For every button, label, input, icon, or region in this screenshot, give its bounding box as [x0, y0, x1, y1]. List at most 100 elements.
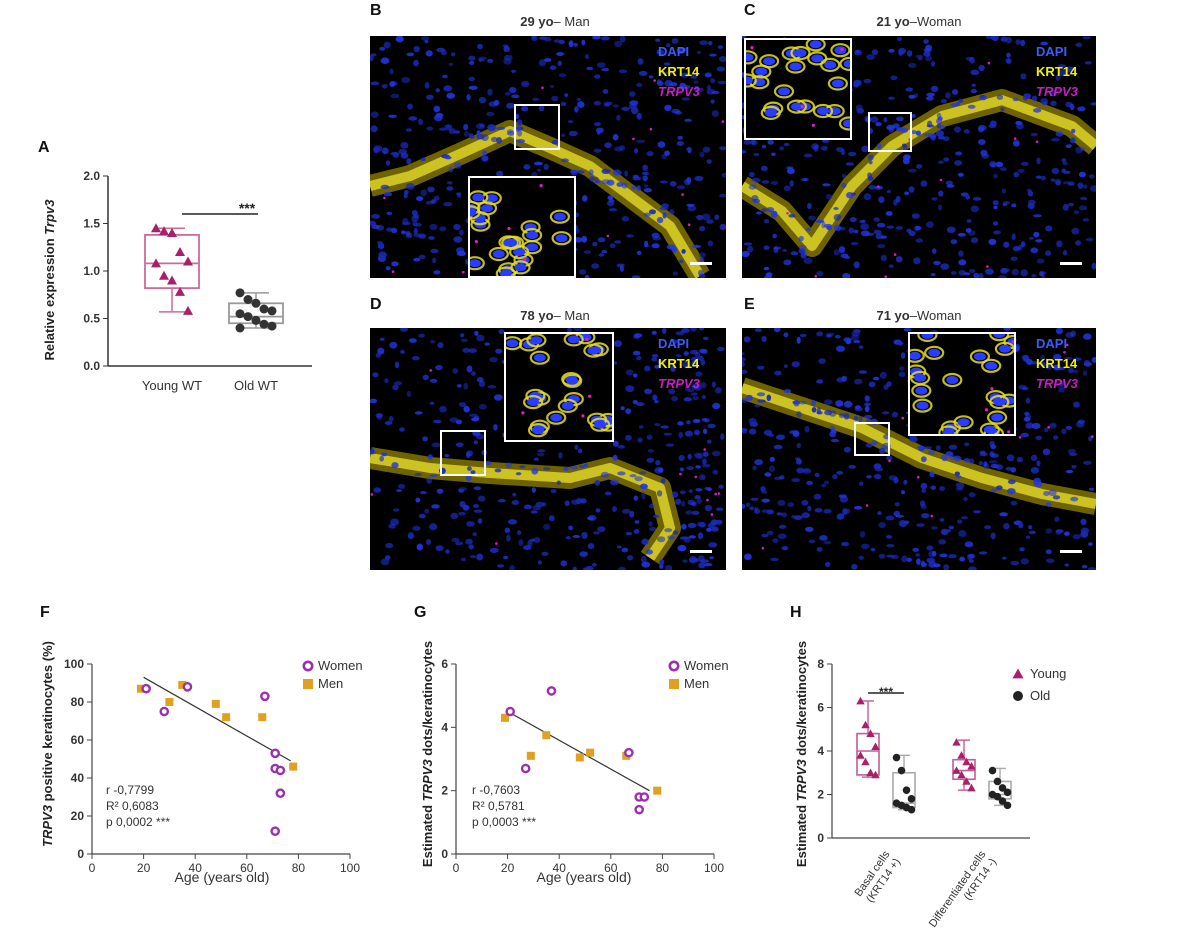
nucleus [980, 149, 988, 157]
nucleus [973, 352, 986, 361]
nucleus [1070, 137, 1076, 144]
nucleus [541, 502, 547, 507]
nucleus [645, 549, 653, 555]
nucleus [867, 154, 874, 161]
nucleus [1077, 182, 1084, 190]
cell-membrane [470, 256, 485, 271]
cell-membrane [786, 99, 808, 114]
nucleus [829, 426, 835, 432]
nucleus [799, 333, 807, 338]
nucleus [1054, 516, 1060, 523]
nucleus [770, 557, 779, 562]
nucleus [706, 527, 712, 532]
nucleus [875, 233, 883, 240]
nucleus [582, 567, 589, 570]
nucleus [421, 36, 430, 41]
nucleus [776, 512, 783, 516]
trpv3-dot [840, 47, 844, 51]
nucleus [567, 328, 572, 333]
nucleus [496, 137, 502, 144]
nucleus [550, 488, 557, 494]
nucleus [817, 107, 829, 115]
nucleus [772, 233, 777, 239]
nucleus [848, 151, 857, 157]
nucleus [1065, 144, 1072, 149]
nucleus [1081, 564, 1088, 569]
nucleus [876, 143, 882, 149]
nucleus [1062, 181, 1071, 185]
nucleus [686, 203, 695, 207]
channel-legend-b: DAPI KRT14 TRPV3 [658, 42, 700, 102]
nucleus [370, 220, 376, 226]
nucleus [946, 226, 956, 233]
data-point-old [235, 323, 245, 333]
cell-membrane [812, 103, 834, 119]
nucleus [638, 425, 644, 429]
data-point-young [167, 275, 177, 285]
chart-panel-f: TRPV3 positive keratinocytes (%) Age (ye… [40, 641, 363, 885]
nucleus [466, 521, 475, 527]
nucleus [969, 559, 974, 563]
nucleus [914, 225, 919, 232]
cell-membrane [807, 51, 828, 66]
nucleus [703, 563, 713, 567]
nucleus [886, 381, 892, 387]
nucleus [633, 334, 640, 339]
nucleus [1024, 411, 1030, 416]
nucleus [1055, 328, 1063, 335]
y-tick-label: 2 [817, 788, 824, 802]
nucleus [943, 564, 950, 570]
nucleus [444, 124, 453, 129]
nucleus [688, 556, 698, 564]
nucleus [612, 169, 622, 176]
nucleus [1053, 435, 1059, 440]
nucleus [761, 180, 770, 184]
nucleus [373, 487, 382, 493]
nucleus [592, 36, 601, 40]
data-point-old [251, 298, 261, 308]
legend-trpv3: TRPV3 [658, 376, 700, 391]
nucleus [1030, 132, 1038, 137]
nucleus [707, 240, 714, 247]
nucleus [950, 271, 957, 275]
data-point-old [251, 315, 261, 325]
nucleus [629, 91, 636, 97]
nucleus [712, 450, 721, 457]
nucleus [1021, 355, 1030, 360]
nucleus [514, 263, 527, 272]
nucleus [746, 394, 753, 401]
nucleus [1070, 330, 1076, 338]
nucleus [861, 543, 870, 549]
nucleus [430, 248, 439, 254]
trpv3-dot [800, 105, 804, 109]
nucleus [833, 224, 842, 231]
nucleus [742, 503, 746, 509]
nucleus [614, 40, 623, 47]
nucleus [916, 164, 923, 169]
nucleus [1012, 97, 1019, 102]
micrograph-e [742, 328, 1096, 570]
trpv3-dot [495, 542, 498, 545]
channel-legend-d: DAPI KRT14 TRPV3 [658, 334, 700, 394]
nucleus [783, 389, 792, 394]
nucleus [777, 533, 787, 539]
nucleus [913, 93, 919, 98]
nucleus [583, 551, 588, 556]
cell-membrane [773, 84, 795, 99]
trpv3-dot [694, 475, 698, 479]
nucleus [412, 220, 418, 226]
cell-membrane [979, 422, 1000, 434]
nucleus [699, 225, 706, 232]
nucleus [592, 562, 597, 567]
nucleus [743, 242, 753, 246]
micrograph-c [742, 36, 1096, 278]
nucleus [391, 462, 399, 469]
nucleus [1051, 137, 1060, 142]
nucleus [422, 374, 429, 381]
nucleus [1006, 52, 1011, 58]
nucleus [636, 250, 642, 255]
nucleus [654, 400, 659, 404]
x-tick-label: 40 [189, 861, 203, 875]
nucleus [774, 370, 782, 376]
cell-membrane [790, 45, 811, 61]
